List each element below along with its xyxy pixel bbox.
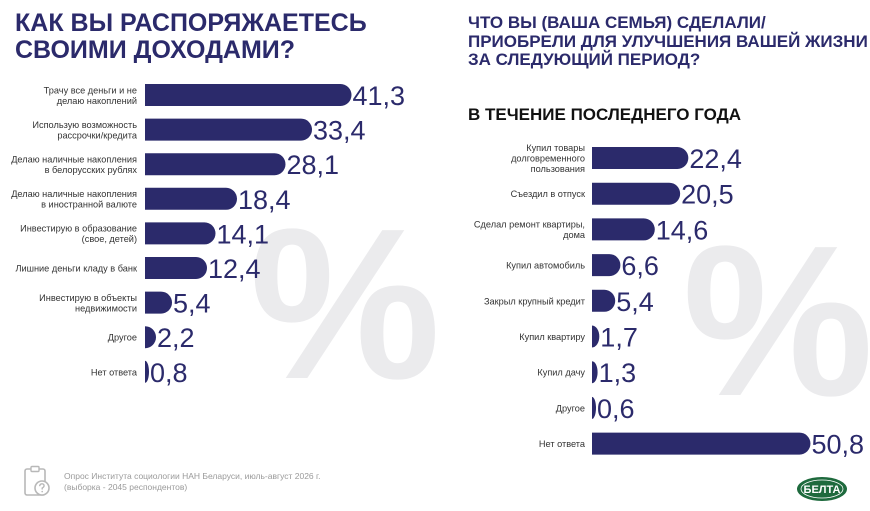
category-label-1-7: Другое xyxy=(556,403,585,413)
bar-1-1 xyxy=(592,182,681,205)
bar-0-6 xyxy=(145,291,172,314)
category-label-0-5: Лишние деньги кладу в банк xyxy=(15,264,138,274)
value-label-0-6: 5,4 xyxy=(173,289,211,319)
category-label-1-2: Сделал ремонт квартиры, дома xyxy=(474,220,586,241)
left-bar-chart: 41,3 Трачу все деньги и не делаю накоплени… xyxy=(11,81,405,388)
value-label-0-2: 28,1 xyxy=(287,150,340,180)
category-label-0-1: Использую возможность рассрочки/кредита xyxy=(32,120,138,141)
category-label-0-8: Нет ответа xyxy=(91,367,138,377)
bar-0-8 xyxy=(145,360,149,383)
source-line-2: (выборка - 2045 респондентов) xyxy=(64,482,188,492)
bar-1-3 xyxy=(592,254,621,277)
source-line-1: Опрос Института социологии НАН Беларуси,… xyxy=(64,471,321,481)
value-label-1-2: 14,6 xyxy=(656,215,709,245)
value-label-1-6: 1,3 xyxy=(599,358,637,388)
percent-icon: % xyxy=(682,200,870,441)
value-label-0-3: 18,4 xyxy=(238,185,291,215)
value-label-1-0: 22,4 xyxy=(689,144,742,174)
bar-1-2 xyxy=(592,218,655,241)
survey-source-note: Опрос Института социологии НАН Беларуси,… xyxy=(64,471,364,493)
bar-1-8 xyxy=(592,432,811,455)
logo-text: БЕЛТА xyxy=(804,484,841,496)
value-label-0-0: 41,3 xyxy=(353,81,406,111)
bar-0-7 xyxy=(145,326,157,349)
belta-logo: БЕЛТА xyxy=(797,477,847,501)
value-label-0-8: 0,8 xyxy=(150,358,188,388)
value-label-1-5: 1,7 xyxy=(600,323,638,353)
category-label-1-1: Съездил в отпуск xyxy=(511,189,586,199)
category-label-1-3: Купил автомобиль xyxy=(506,261,585,271)
category-label-0-0: Трачу все деньги и не делаю накоплений xyxy=(44,85,137,106)
value-label-1-7: 0,6 xyxy=(597,394,635,424)
bar-0-3 xyxy=(145,187,238,210)
bar-1-5 xyxy=(592,325,600,348)
bar-1-6 xyxy=(592,361,598,384)
category-label-1-6: Купил дачу xyxy=(537,368,585,378)
bar-0-4 xyxy=(145,222,216,245)
right-chart-title: ЧТО ВЫ (ВАША СЕМЬЯ) СДЕЛАЛИ/ПРИОБРЕЛИ ДЛ… xyxy=(468,13,868,69)
bar-0-2 xyxy=(145,153,286,176)
category-label-1-8: Нет ответа xyxy=(539,439,586,449)
left-chart-title: КАК ВЫ РАСПОРЯЖАЕТЕСЬ СВОИМИ ДОХОДАМИ? xyxy=(15,9,367,64)
bar-1-0 xyxy=(592,147,689,169)
value-label-1-3: 6,6 xyxy=(621,251,659,281)
bar-1-4 xyxy=(592,289,616,312)
value-label-1-8: 50,8 xyxy=(811,430,864,460)
category-label-1-0: Купил товары долговременного пользования xyxy=(511,143,585,174)
bar-0-0 xyxy=(145,84,352,106)
value-label-0-7: 2,2 xyxy=(157,323,195,353)
value-label-0-4: 14,1 xyxy=(217,219,270,249)
value-label-0-1: 33,4 xyxy=(313,116,366,146)
category-label-1-4: Закрыл крупный кредит xyxy=(484,296,586,306)
category-label-0-3: Делаю наличные накопления в иностранной в… xyxy=(11,189,137,210)
bar-0-1 xyxy=(145,118,312,141)
right-bar-chart: 22,4 Купил товары долговременного пользован… xyxy=(474,143,864,460)
value-label-1-1: 20,5 xyxy=(681,180,734,210)
value-label-1-4: 5,4 xyxy=(616,287,654,317)
percent-icon: % xyxy=(249,183,440,424)
category-label-1-5: Купил квартиру xyxy=(519,332,585,342)
category-label-0-4: Инвестирую в образование (свое, детей) xyxy=(20,224,137,245)
bar-0-5 xyxy=(145,257,207,279)
clipboard-question-icon xyxy=(24,465,50,496)
category-label-0-7: Другое xyxy=(108,333,137,343)
bar-1-7 xyxy=(592,396,596,419)
category-label-0-6: Инвестирую в объекты недвижимости xyxy=(39,293,137,314)
right-chart-subtitle: В ТЕЧЕНИЕ ПОСЛЕДНЕГО ГОДА xyxy=(468,105,742,124)
value-label-0-5: 12,4 xyxy=(208,254,261,284)
category-label-0-2: Делаю наличные накопления в белорусских р… xyxy=(11,154,137,175)
